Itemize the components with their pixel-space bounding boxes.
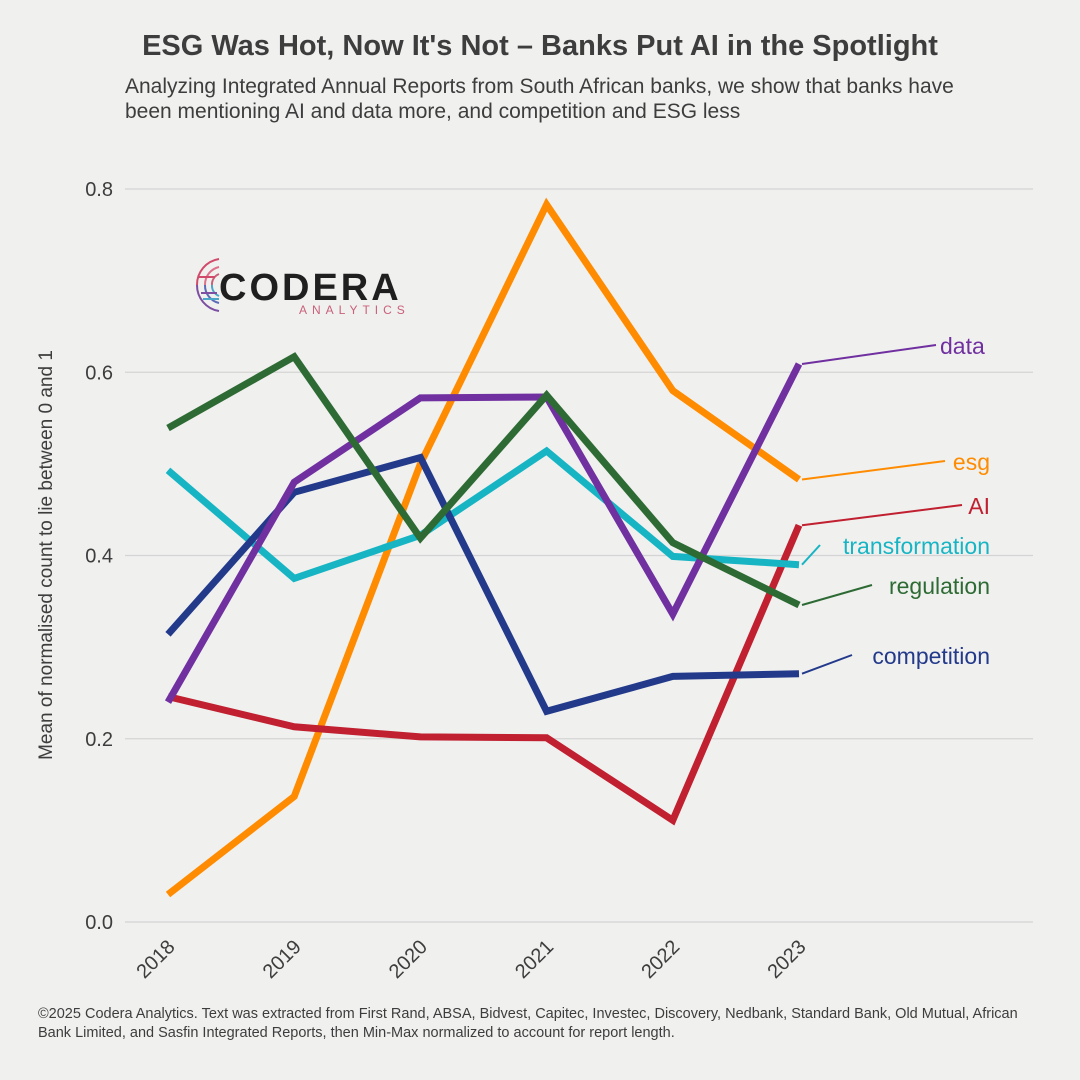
series-line-data [164, 362, 803, 704]
gridlines [125, 188, 1033, 923]
series-labels: esg data AI transformation regulation competi… [843, 333, 990, 669]
y-tick-label: 0.0 [85, 912, 113, 934]
series-line-regulation [166, 352, 801, 609]
x-axis-ticks: 2018 2019 2020 2021 2022 2023 [133, 936, 811, 983]
y-tick-label: 0.2 [85, 729, 113, 751]
logo-name: CODERA [219, 267, 402, 309]
codera-logo: CODERA ANALYTICS [195, 258, 410, 317]
y-axis-title: Mean of normalised count to lie between … [36, 350, 57, 760]
logo-tagline: ANALYTICS [299, 303, 410, 317]
series-lines [164, 197, 803, 898]
line-chart: 0.0 0.2 0.4 0.6 0.8 2018 2019 2020 2021 2022 2023… [36, 179, 1033, 983]
y-tick-label: 0.4 [85, 546, 113, 568]
leader-line-AI [801, 504, 963, 527]
leader-line-competition [801, 654, 853, 675]
series-label-regulation: regulation [889, 573, 990, 599]
x-tick-label: 2019 [259, 936, 306, 983]
series-label-data: data [940, 333, 985, 359]
leader-line-regulation [801, 584, 873, 606]
leader-line-esg [801, 460, 946, 481]
series-line-transformation [165, 446, 800, 583]
x-tick-label: 2022 [637, 936, 684, 983]
series-label-competition: competition [872, 643, 990, 669]
footer-note: ©2025 Codera Analytics. Text was extract… [38, 1006, 1018, 1041]
x-tick-label: 2020 [385, 936, 432, 983]
x-tick-label: 2021 [511, 936, 558, 983]
series-label-AI: AI [968, 493, 990, 519]
y-tick-label: 0.8 [85, 179, 113, 201]
series-label-transformation: transformation [843, 533, 990, 559]
series-line-AI [167, 523, 803, 826]
series-label-esg: esg [953, 449, 990, 475]
leader-line-data [801, 344, 937, 365]
label-leader-lines [801, 344, 963, 675]
y-axis-ticks: 0.0 0.2 0.4 0.6 0.8 [85, 179, 113, 934]
x-tick-label: 2023 [764, 936, 811, 983]
y-tick-label: 0.6 [85, 362, 113, 384]
chart-title: ESG Was Hot, Now It's Not – Banks Put AI… [142, 30, 938, 62]
series-line-esg [165, 197, 802, 898]
x-tick-label: 2018 [133, 936, 180, 983]
chart-subtitle: Analyzing Integrated Annual Reports from… [125, 75, 954, 123]
fingerprint-icon [195, 258, 220, 312]
leader-line-transformation [801, 544, 821, 566]
